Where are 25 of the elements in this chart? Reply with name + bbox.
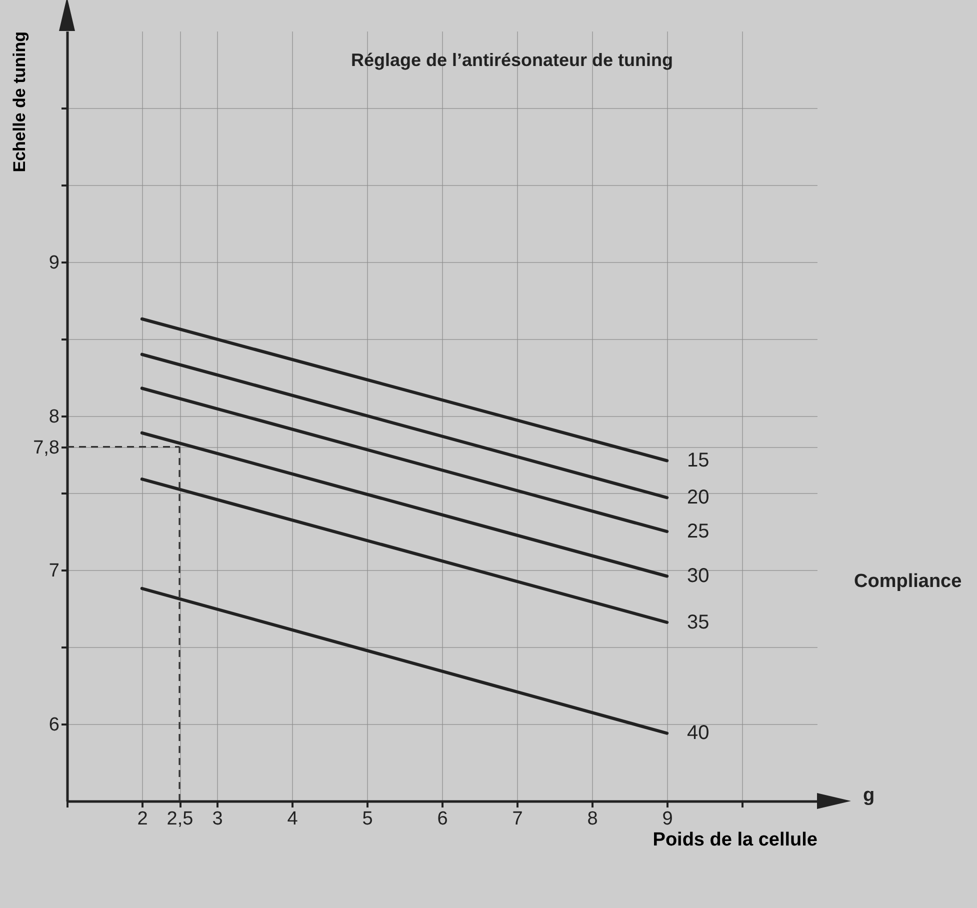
y-tick-label: 9	[48, 252, 60, 274]
y-tick-label: 8	[48, 406, 60, 428]
series-label: 35	[687, 611, 710, 634]
x-tick-label: 2,5	[166, 808, 194, 830]
y-tick-label: 7	[48, 560, 60, 582]
series-label: 40	[687, 722, 710, 744]
x-tick-label: 9	[662, 808, 673, 830]
series-label: 30	[687, 565, 710, 588]
text: Réglage de l’antirésonateur de tuning	[350, 50, 674, 70]
x-tick-label: 5	[362, 808, 373, 830]
text: Compliance	[854, 571, 962, 592]
series-label: 15	[687, 450, 710, 472]
y-tick-label: 7,8	[33, 437, 60, 458]
x-axis-title: Poids de la cellule	[652, 830, 818, 850]
series-label: 20	[687, 486, 710, 509]
text: g	[863, 785, 875, 806]
series-label: 25	[687, 520, 710, 542]
x-tick-label: 7	[512, 808, 523, 830]
x-tick-label: 4	[287, 808, 298, 830]
x-tick-label: 6	[437, 808, 448, 830]
y-tick-label: 6	[48, 714, 60, 736]
x-tick-label: 8	[587, 808, 598, 830]
y-axis-title: Echelle de tuning	[10, 32, 30, 172]
x-tick-label: 2	[137, 808, 148, 830]
x-tick-label: 3	[212, 808, 223, 830]
